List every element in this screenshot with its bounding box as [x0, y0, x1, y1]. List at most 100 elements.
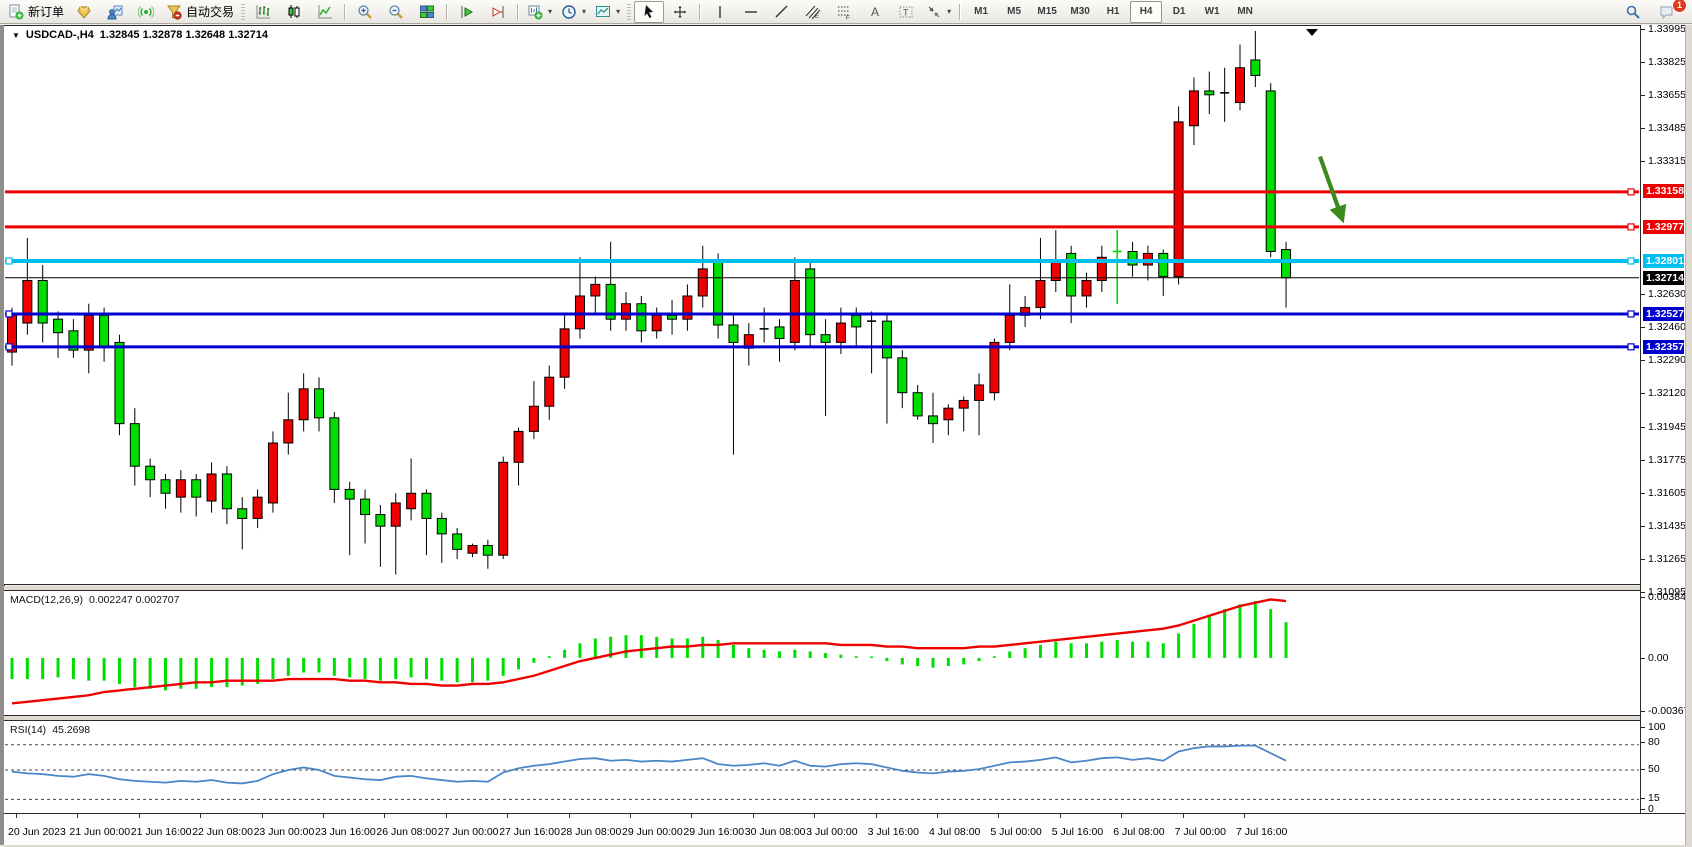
- candle-body: [329, 417, 340, 490]
- tile-windows-button[interactable]: [412, 1, 442, 23]
- notifications-button[interactable]: 1: [1652, 0, 1687, 23]
- rsi-indicator-label: RSI(14) 45.2698: [10, 724, 90, 736]
- crosshair-tool-button[interactable]: [665, 1, 695, 23]
- candle-body: [206, 473, 217, 502]
- timeframe-h4-button[interactable]: H4: [1130, 0, 1163, 23]
- time-tick-label: 21 Jun 16:00: [130, 826, 192, 838]
- candle-body: [283, 419, 294, 444]
- svg-text:A: A: [871, 5, 879, 19]
- axis-tick: [1641, 769, 1645, 770]
- equidistant-channel-icon: E: [805, 5, 821, 20]
- axis-tick: [1641, 559, 1645, 560]
- new-chart-button[interactable]: ▾: [523, 1, 556, 23]
- collapse-triangle-icon[interactable]: ▼: [12, 30, 20, 40]
- price-axis[interactable]: 1.33995 1.33825 1.33655 1.33485 1.33315 1.326…: [1640, 23, 1692, 815]
- axis-tick: [1641, 727, 1645, 728]
- time-tick: [77, 814, 79, 818]
- timeframe-m5-button[interactable]: M5: [1007, 6, 1022, 17]
- toolbar-grip[interactable]: [241, 3, 246, 20]
- chart-shift-marker: [1306, 28, 1318, 36]
- macd-signal-line: [11, 598, 1287, 705]
- template-button[interactable]: ▾: [591, 1, 624, 23]
- candle-body: [99, 314, 110, 347]
- vertical-line-tool-button[interactable]: [705, 1, 735, 23]
- candle-body: [574, 295, 585, 330]
- candlestick-chart-type-button[interactable]: [279, 1, 309, 23]
- candle-body: [989, 341, 1000, 394]
- profile-chart-button[interactable]: [100, 1, 130, 23]
- channel-tool-button[interactable]: E: [798, 1, 828, 23]
- candle-body: [498, 461, 509, 556]
- candle-body: [267, 442, 278, 504]
- candle-body: [559, 328, 570, 378]
- signal-button[interactable]: [131, 1, 161, 23]
- time-tick-label: 30 Jun 08:00: [744, 826, 806, 838]
- axis-tick: [1641, 161, 1645, 162]
- timeframe-mn-button[interactable]: MN: [1237, 6, 1253, 17]
- trendline-tool-button[interactable]: [767, 1, 797, 23]
- auto-trading-button[interactable]: 自动交易: [162, 1, 238, 23]
- text-label-tool-button[interactable]: T: [891, 1, 921, 23]
- axis-tick: [1641, 327, 1645, 328]
- time-tick: [937, 814, 938, 818]
- candle-body: [728, 324, 739, 343]
- new-order-button[interactable]: 新订单: [4, 1, 68, 23]
- toolbar-grip[interactable]: [627, 3, 632, 20]
- time-tick-label: 5 Jul 16:00: [1051, 826, 1104, 838]
- line-anchor-handle: [5, 343, 13, 351]
- candle-body: [667, 314, 678, 320]
- panel-splitter[interactable]: [4, 586, 1685, 590]
- time-tick-label: 21 Jun 00:00: [69, 826, 131, 838]
- timeframe-m1-button[interactable]: M1: [974, 6, 989, 17]
- axis-tick: [1641, 426, 1645, 428]
- candlestick-chart[interactable]: [4, 26, 1640, 584]
- axis-tick: [1641, 360, 1645, 361]
- vertical-line-icon: [719, 5, 721, 18]
- candle-body: [1066, 252, 1077, 297]
- bar-chart-type-button[interactable]: [248, 1, 278, 23]
- clock-icon: [562, 4, 576, 19]
- arrows-tool-button[interactable]: ▾: [922, 1, 955, 23]
- auto-scroll-icon: [461, 5, 474, 18]
- rsi-chart[interactable]: [4, 721, 1640, 813]
- period-button[interactable]: ▾: [557, 1, 590, 23]
- fibonacci-tool-button[interactable]: F: [829, 1, 859, 23]
- auto-scroll-button[interactable]: [452, 1, 482, 23]
- gem-button[interactable]: [69, 1, 99, 23]
- axis-tick: [1641, 742, 1645, 743]
- price-tick-label: 1.31095: [1648, 586, 1686, 598]
- line-chart-type-button[interactable]: [310, 1, 340, 23]
- search-button[interactable]: [1618, 1, 1648, 23]
- macd-chart[interactable]: [4, 591, 1640, 715]
- candle-body: [482, 545, 493, 556]
- timeframe-m15-button[interactable]: M15: [1037, 6, 1057, 17]
- time-tick-label: 26 Jun 08:00: [376, 826, 438, 838]
- candle-body: [252, 496, 263, 519]
- axis-tick: [1641, 798, 1645, 799]
- text-tool-button[interactable]: A: [860, 1, 890, 23]
- cursor-tool-button[interactable]: [634, 0, 665, 23]
- time-axis[interactable]: 20 Jun 2023 21 Jun 00:00 21 Jun 16:00 22 Ju…: [4, 813, 1685, 845]
- svg-text:T: T: [903, 7, 909, 17]
- chart-shift-button[interactable]: [483, 1, 513, 23]
- horizontal-line-tool-button[interactable]: [736, 1, 766, 23]
- zoom-in-button[interactable]: [350, 1, 380, 23]
- rsi-tick-label: 80: [1648, 736, 1660, 748]
- time-tick-label: 7 Jul 16:00: [1236, 826, 1288, 838]
- time-tick: [691, 814, 693, 818]
- time-tick: [507, 814, 509, 818]
- candle-body: [1235, 67, 1245, 104]
- time-tick: [445, 814, 447, 818]
- candle-body: [467, 545, 478, 554]
- timeframe-h1-button[interactable]: H1: [1106, 6, 1120, 17]
- candle-body: [636, 303, 647, 332]
- timeframe-d1-button[interactable]: D1: [1172, 6, 1186, 17]
- zoom-out-button[interactable]: [381, 1, 411, 23]
- timeframe-w1-button[interactable]: W1: [1204, 6, 1220, 17]
- axis-tick: [1641, 29, 1645, 30]
- horizontal-line-icon: [745, 10, 758, 13]
- candle-body: [974, 384, 985, 401]
- panel-splitter[interactable]: [4, 716, 1685, 720]
- candle-body: [1265, 90, 1276, 252]
- timeframe-m30-button[interactable]: M30: [1070, 6, 1090, 17]
